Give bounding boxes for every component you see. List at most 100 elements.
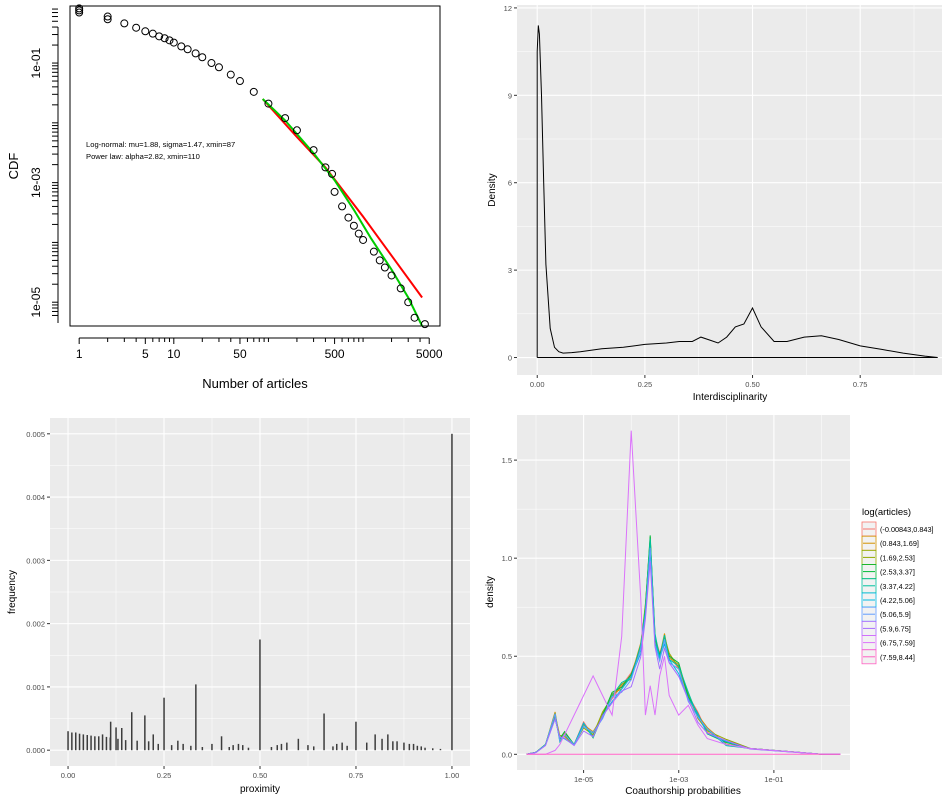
coauth-y-tick-label: 1.5 xyxy=(502,456,512,465)
proximity-x-axis-label: proximity xyxy=(240,784,280,795)
interdisc-x-tick-label: 0.50 xyxy=(745,380,760,389)
interdisc-y-tick-label: 3 xyxy=(508,266,512,275)
cdf-point xyxy=(160,34,169,43)
proximity-bar xyxy=(432,748,434,751)
proximity-bar xyxy=(152,734,154,751)
proximity-x-tick-label: 0.50 xyxy=(253,771,268,780)
proximity-bar xyxy=(451,433,453,751)
coauth-legend-label: (2.53,3.37] xyxy=(880,568,915,577)
cdf-point xyxy=(380,263,389,272)
proximity-bar xyxy=(157,743,159,751)
proximity-y-tick-label: 0.005 xyxy=(26,430,45,439)
proximity-bar xyxy=(412,743,415,751)
proximity-bar xyxy=(420,746,422,751)
cdf-point xyxy=(387,271,396,280)
proximity-bar xyxy=(280,743,283,751)
coauth-x-tick-label: 1e-03 xyxy=(669,775,688,784)
proximity-marks: 0.00 0.25 0.50 0.75 1.00 0.000 0.001 0.002 0.003… xyxy=(26,418,470,780)
cdf-powerlaw-line xyxy=(261,98,423,299)
panel-coauthorship: 1e-05 1e-03 1e-01 0.0 0.5 1.0 1.5 Coauthorship… xyxy=(485,415,934,797)
coauth-x-axis-label: Coauthorship probabilities xyxy=(625,786,741,797)
proximity-bar xyxy=(101,734,104,751)
proximity-bar xyxy=(276,745,278,751)
interdisc-density-line xyxy=(536,25,938,358)
coauth-y-tick-label: 0.5 xyxy=(502,652,512,661)
proximity-bar xyxy=(94,736,96,751)
interdisc-y-axis-label: Density xyxy=(487,173,498,206)
cdf-point xyxy=(75,6,84,15)
cdf-point xyxy=(309,146,318,155)
coauth-legend-label: (5.9,6.75] xyxy=(880,624,911,633)
cdf-point xyxy=(396,284,405,293)
proximity-bar xyxy=(403,742,405,751)
panel-cdf: 1 5 10 50 500 5000 1e-01 1e-03 1e-05 Log-normal:… xyxy=(6,4,443,391)
cdf-point xyxy=(155,32,164,41)
cdf-point xyxy=(191,49,200,58)
proximity-bar xyxy=(195,684,197,751)
cdf-point xyxy=(235,77,244,86)
proximity-bar xyxy=(211,743,213,751)
cdf-point xyxy=(410,313,419,322)
proximity-bar xyxy=(82,734,85,751)
coauth-panel-bg xyxy=(517,415,850,770)
proximity-bar xyxy=(313,746,315,751)
cdf-x-tick-label: 1 xyxy=(76,347,83,361)
coauth-x-tick-label: 1e-01 xyxy=(764,775,783,784)
proximity-bar xyxy=(424,747,426,751)
coauth-legend-label: (5.06,5.9] xyxy=(880,610,911,619)
coauth-legend-title: log(articles) xyxy=(862,507,911,518)
interdisc-marks: 0.00 0.25 0.50 0.75 0 3 6 9 12 xyxy=(504,4,942,389)
coauth-density-line xyxy=(526,430,841,755)
proximity-x-tick-label: 0.75 xyxy=(349,771,364,780)
proximity-x-tick-label: 1.00 xyxy=(445,771,460,780)
cdf-point xyxy=(141,27,150,36)
cdf-point xyxy=(165,36,174,45)
proximity-bar xyxy=(67,731,69,751)
panel-proximity: 0.00 0.25 0.50 0.75 1.00 0.000 0.001 0.002 0.003… xyxy=(7,418,470,795)
cdf-point xyxy=(103,12,112,21)
cdf-point xyxy=(330,187,339,196)
proximity-y-tick-label: 0.003 xyxy=(26,556,45,565)
cdf-y-axis-label: CDF xyxy=(6,153,21,180)
proximity-bar xyxy=(177,740,179,751)
interdisc-y-tick-label: 6 xyxy=(508,179,512,188)
proximity-bar xyxy=(136,740,138,751)
proximity-bar xyxy=(341,742,343,751)
cdf-y-tick-label: 1e-01 xyxy=(29,47,43,78)
coauth-legend-label: (3.37,4.22] xyxy=(880,582,915,591)
coauth-legend: (-0.00843,0.843] (0.843,1.69] (1.69,2.53] (… xyxy=(861,521,934,665)
cdf-point xyxy=(198,53,207,62)
coauth-y-tick-label: 0.0 xyxy=(502,750,512,759)
cdf-point xyxy=(177,42,186,51)
coauth-density-line xyxy=(526,561,841,755)
coauth-x-tick-label: 1e-05 xyxy=(574,775,593,784)
proximity-x-tick-label: 0.25 xyxy=(157,771,172,780)
cdf-point xyxy=(75,8,84,17)
cdf-point xyxy=(404,298,413,307)
cdf-point xyxy=(338,202,347,211)
proximity-bar xyxy=(336,743,338,751)
proximity-bar xyxy=(105,736,108,751)
proximity-bar xyxy=(286,742,288,751)
interdisc-x-tick-label: 0.25 xyxy=(638,380,653,389)
proximity-bar xyxy=(190,745,192,751)
cdf-point xyxy=(264,99,273,108)
proximity-bar xyxy=(307,745,309,751)
proximity-bar xyxy=(392,741,394,751)
interdisc-x-tick-label: 0.00 xyxy=(530,380,545,389)
proximity-bar xyxy=(408,743,411,751)
cdf-x-tick-label: 50 xyxy=(233,347,247,361)
proximity-bar xyxy=(247,747,250,751)
proximity-bar xyxy=(346,745,348,751)
proximity-bar xyxy=(259,639,261,751)
interdisc-y-tick-label: 12 xyxy=(504,4,512,13)
proximity-bar xyxy=(147,741,150,751)
proximity-bar xyxy=(439,748,442,751)
proximity-bar xyxy=(131,712,133,751)
interdisc-x-axis-label: Interdisciplinarity xyxy=(693,392,767,403)
coauth-y-tick-label: 1.0 xyxy=(502,554,512,563)
proximity-bar xyxy=(381,738,383,751)
cdf-point xyxy=(75,4,84,13)
proximity-bar xyxy=(355,721,357,751)
cdf-point xyxy=(321,163,330,172)
